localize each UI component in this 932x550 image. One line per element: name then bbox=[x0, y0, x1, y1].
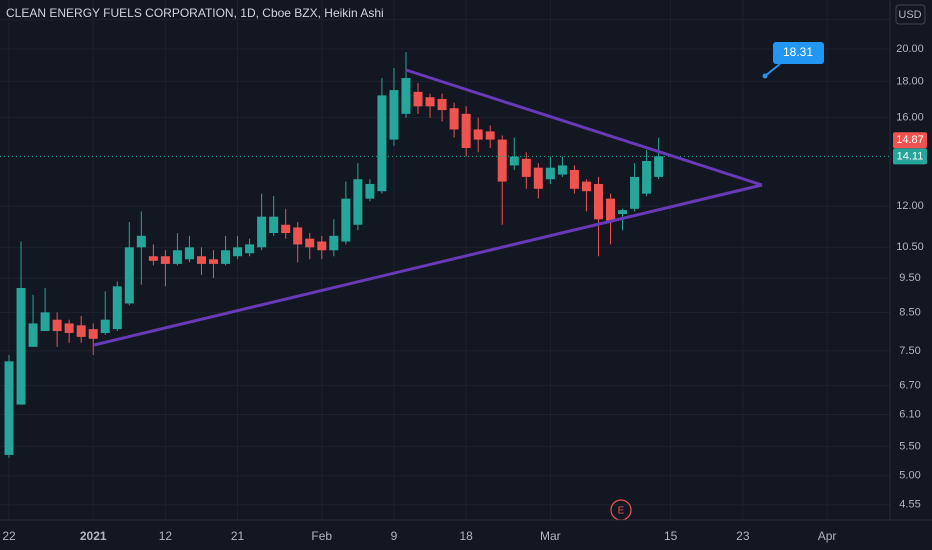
candle-body bbox=[196, 256, 206, 264]
x-tick-label: 2021 bbox=[80, 529, 107, 543]
candle-body bbox=[642, 160, 652, 194]
x-tick-label: 15 bbox=[664, 529, 678, 543]
last-price-box bbox=[893, 132, 927, 149]
candle-body bbox=[100, 319, 110, 333]
candle-body bbox=[293, 227, 303, 245]
candle-body bbox=[545, 167, 555, 180]
x-tick-label: Apr bbox=[818, 529, 837, 543]
y-tick-label: 10.50 bbox=[896, 241, 924, 253]
candle-body bbox=[365, 183, 375, 199]
candle-body bbox=[630, 176, 640, 209]
candle-body bbox=[40, 312, 50, 332]
y-tick-label: 6.70 bbox=[899, 380, 920, 392]
candle-body bbox=[64, 323, 74, 333]
x-tick-label: 21 bbox=[231, 529, 245, 543]
x-tick-label: 18 bbox=[459, 529, 473, 543]
candle-body bbox=[533, 167, 543, 189]
candle-body bbox=[305, 238, 315, 248]
candle-body bbox=[485, 131, 495, 140]
candle-body bbox=[76, 325, 86, 337]
x-tick-label: 23 bbox=[736, 529, 750, 543]
candle-body bbox=[606, 198, 615, 221]
candle-body bbox=[28, 323, 38, 347]
candle-body bbox=[257, 216, 267, 248]
candle-body bbox=[148, 256, 158, 261]
y-tick-label: 16.00 bbox=[896, 112, 924, 124]
y-tick-label: 18.00 bbox=[896, 75, 924, 87]
candle-body bbox=[654, 156, 664, 177]
chart-title: CLEAN ENERGY FUELS CORPORATION, 1D, Cboe… bbox=[6, 6, 384, 20]
currency-box[interactable] bbox=[895, 4, 926, 25]
close-price-box bbox=[893, 148, 927, 165]
last-price-label: 14.87 bbox=[896, 134, 924, 146]
candle-body bbox=[233, 247, 243, 257]
y-tick-label: 4.55 bbox=[899, 499, 920, 511]
candle-body bbox=[160, 256, 170, 264]
candle-body bbox=[281, 224, 291, 234]
candle-body bbox=[509, 156, 519, 166]
y-tick-label: 5.00 bbox=[899, 470, 920, 482]
y-tick-label: 5.50 bbox=[899, 440, 920, 452]
candle-body bbox=[353, 179, 363, 225]
candle-body bbox=[341, 198, 351, 242]
axis-labels: 22.0020.0018.0016.0012.0010.509.508.507.… bbox=[2, 14, 927, 543]
candle-body bbox=[521, 158, 531, 177]
x-tick-label: Mar bbox=[540, 529, 561, 543]
candle-body bbox=[329, 235, 339, 251]
candle-body bbox=[581, 181, 591, 192]
candle-body bbox=[618, 210, 628, 215]
candle-body bbox=[593, 183, 603, 220]
y-tick-label: 6.10 bbox=[899, 408, 920, 420]
candle-body bbox=[209, 259, 219, 264]
callout-anchor bbox=[762, 73, 768, 79]
trend-line bbox=[93, 183, 763, 347]
grid bbox=[0, 0, 890, 520]
currency-label: USD bbox=[898, 9, 921, 21]
x-tick-label: Feb bbox=[311, 529, 332, 543]
callout-label: 18.31 bbox=[783, 45, 813, 59]
candle-body bbox=[437, 99, 447, 111]
candle-body bbox=[413, 91, 423, 107]
callout-pointer bbox=[764, 63, 781, 77]
candle-body bbox=[401, 78, 411, 114]
y-tick-label: 20.00 bbox=[896, 43, 924, 55]
candle-body bbox=[221, 250, 231, 264]
close-price-label: 14.11 bbox=[897, 150, 924, 162]
candle-body bbox=[389, 90, 399, 140]
trend-line bbox=[405, 68, 763, 187]
candle-body bbox=[461, 113, 471, 148]
candle-body bbox=[377, 95, 387, 192]
candle-body bbox=[16, 288, 26, 405]
y-tick-label: 7.50 bbox=[899, 345, 920, 357]
candles bbox=[0, 52, 890, 458]
candle-body bbox=[425, 97, 435, 107]
candle-body bbox=[112, 286, 122, 330]
candle-body bbox=[473, 129, 483, 140]
candle-body bbox=[52, 319, 62, 332]
candle-body bbox=[269, 216, 279, 234]
candle-body bbox=[88, 329, 98, 339]
y-tick-label: 8.50 bbox=[899, 306, 920, 318]
x-tick-label: 9 bbox=[391, 529, 398, 543]
y-tick-label: 12.00 bbox=[896, 200, 924, 212]
y-tick-label: 9.50 bbox=[899, 272, 920, 284]
candle-body bbox=[184, 247, 194, 260]
candle-body bbox=[4, 361, 14, 455]
callout-box bbox=[773, 42, 824, 64]
candle-body bbox=[449, 108, 459, 130]
x-tick-label: 12 bbox=[159, 529, 173, 543]
candle-body bbox=[497, 139, 507, 182]
candle-body bbox=[172, 250, 182, 264]
candle-body bbox=[124, 247, 134, 304]
x-tick-label: 22 bbox=[2, 529, 16, 543]
candle-body bbox=[317, 241, 327, 251]
candle-body bbox=[136, 235, 146, 248]
candle-body bbox=[245, 244, 255, 254]
candle-body bbox=[557, 165, 567, 175]
candle-body bbox=[569, 169, 579, 189]
earnings-label: E bbox=[618, 506, 625, 517]
